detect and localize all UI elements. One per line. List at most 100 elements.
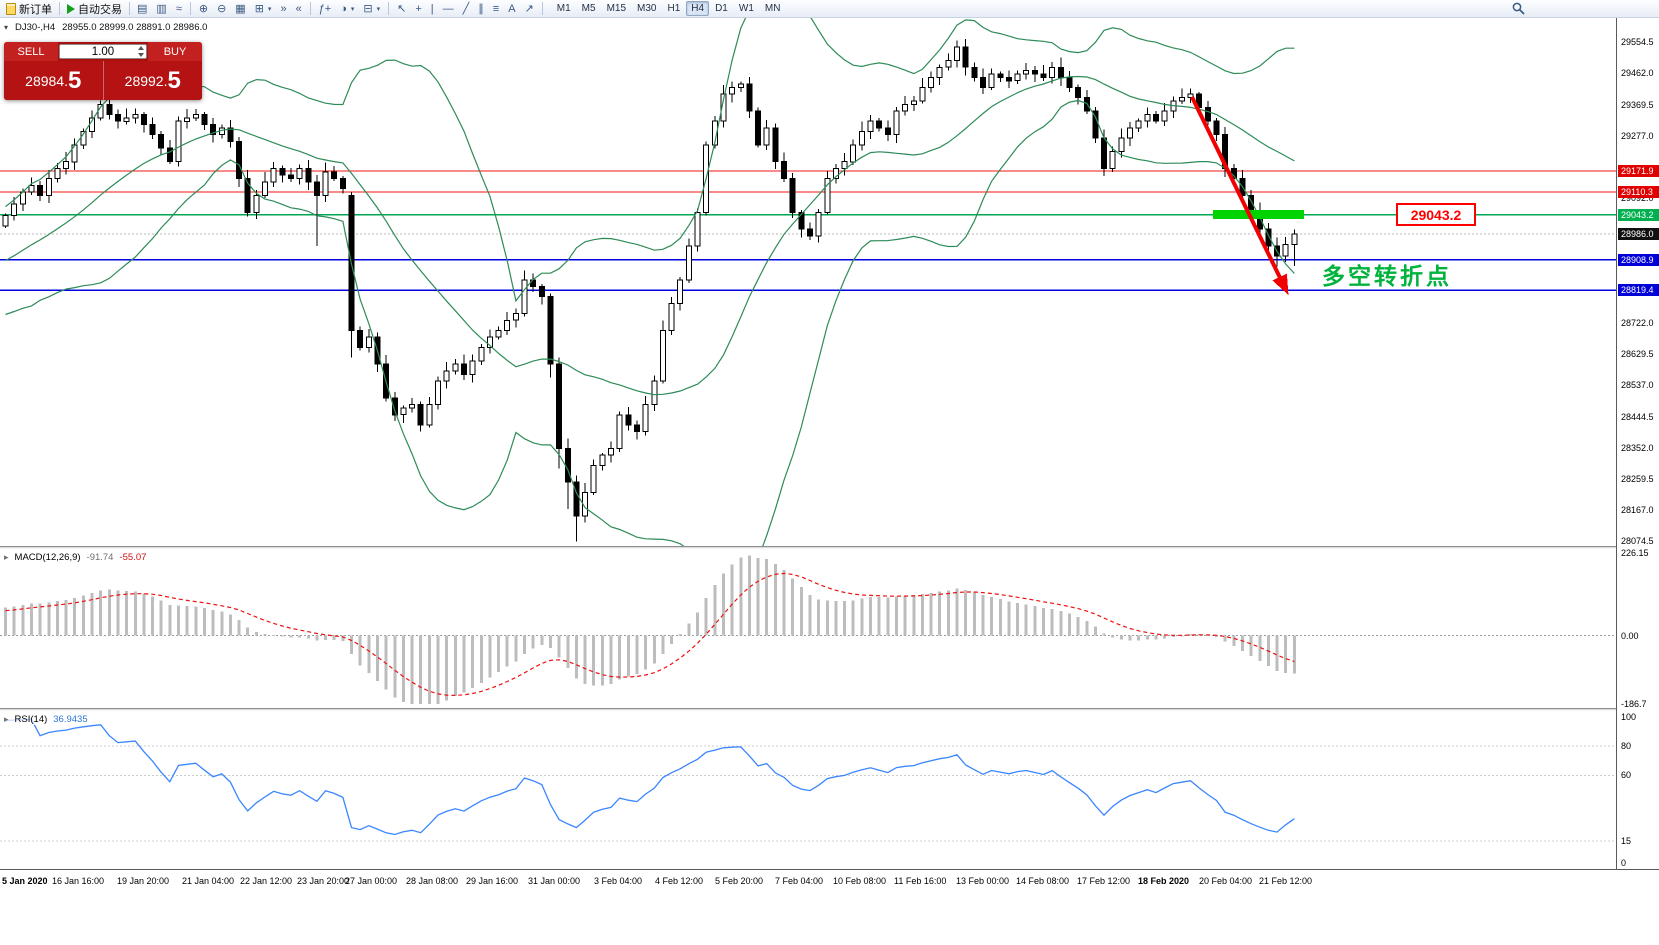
volume-down-button[interactable] — [138, 53, 144, 57]
time-axis-label: 27 Jan 00:00 — [345, 876, 398, 886]
toolbar-buttons: ▤ ▥ ≈ ⊕ ⊖ ▦ ⊞ ▾» « ƒ+ ◑ ▾ ⊟ ▾ ↖ + | — ╱ ∥ ≡ A ↗ — [133, 1, 546, 17]
macd-name: MACD(12,26,9) — [14, 552, 81, 563]
timeframe-w1-button[interactable]: W1 — [738, 3, 754, 14]
time-axis-label: 20 Feb 04:00 — [1199, 876, 1253, 886]
pane-splitter[interactable] — [0, 546, 1659, 549]
trendline-button[interactable]: ╱ — [459, 1, 474, 17]
chart-candles-button[interactable]: ▥ — [152, 1, 170, 17]
chart-shift-icon: « — [295, 2, 302, 15]
price-axis-label: 28167.0 — [1621, 505, 1654, 515]
templates-button[interactable]: ⊟ ▾ — [359, 1, 384, 17]
time-axis-label: 16 Jan 16:00 — [52, 876, 105, 886]
auto-scroll-button[interactable]: » — [276, 1, 290, 17]
volume-spinner — [138, 46, 144, 57]
rsi-axis-label: 80 — [1621, 741, 1632, 751]
zoom-out-button[interactable]: ⊖ — [213, 1, 230, 17]
zoom-in-button[interactable]: ⊕ — [195, 1, 212, 17]
chart-line-button[interactable]: ≈ — [172, 1, 186, 17]
timeframe-h4-button[interactable]: H4 — [686, 1, 710, 16]
indicators-button[interactable]: ƒ+ — [315, 1, 336, 17]
crosshair-icon: + — [415, 2, 422, 15]
macd-chart — [0, 555, 1616, 704]
tile-windows-button[interactable]: ▦ — [231, 1, 249, 17]
new-order-button[interactable]: 新订单 — [2, 1, 56, 17]
collapse-icon[interactable] — [4, 714, 9, 725]
timeframe-h1-button[interactable]: H1 — [667, 3, 681, 14]
search-icon — [1512, 2, 1525, 15]
chart-bars-button[interactable]: ▤ — [133, 1, 151, 17]
sell-button[interactable]: SELL — [4, 42, 58, 61]
autotrading-label: 自动交易 — [78, 3, 122, 16]
crosshair-button[interactable]: + — [411, 1, 425, 17]
time-axis-label: 4 Feb 12:00 — [655, 876, 704, 886]
templates-icon: ⊟ — [363, 2, 373, 15]
chart-symbol: DJ30-,H4 — [15, 22, 56, 33]
time-axis-label: 11 Feb 16:00 — [894, 876, 947, 886]
price-tag: 28986.0 — [1618, 228, 1659, 240]
macd-pane: MACD(12,26,9) -91.74 -55.07 — [0, 549, 1616, 708]
toolbar-right — [1508, 1, 1529, 17]
timeframe-m15-button[interactable]: M15 — [606, 3, 627, 14]
horizontal-line-button[interactable]: — — [439, 1, 458, 17]
buy-button[interactable]: BUY — [148, 42, 202, 61]
time-axis-label: 7 Feb 04:00 — [775, 876, 824, 886]
macd-signal-value: -55.07 — [119, 552, 147, 563]
timeframe-m5-button[interactable]: M5 — [581, 3, 596, 14]
autotrading-button[interactable]: 自动交易 — [63, 1, 126, 17]
price-callout-label[interactable]: 29043.2 — [1396, 203, 1476, 226]
collapse-icon[interactable] — [4, 552, 9, 563]
buy-price[interactable]: 28992. 5 — [103, 61, 202, 100]
periods-button[interactable]: ◑ ▾ — [336, 1, 358, 17]
arrows-tool-button[interactable]: ↗ — [521, 1, 538, 17]
rsi-pane: RSI(14) 36.9435 — [0, 711, 1616, 869]
rsi-label: RSI(14) 36.9435 — [4, 714, 88, 725]
price-tag: 29110.3 — [1618, 186, 1659, 198]
time-axis-label: 10 Feb 08:00 — [833, 876, 887, 886]
price-axis-label: 28352.0 — [1621, 443, 1654, 453]
trendline-icon: ╱ — [462, 2, 470, 15]
price-axis-label: 29369.5 — [1621, 100, 1654, 110]
price-tag: 28908.9 — [1618, 254, 1659, 266]
search-button[interactable] — [1508, 1, 1529, 17]
toolbar: 新订单 自动交易 ▤ ▥ ≈ ⊕ ⊖ ▦ ⊞ ▾» « ƒ+ ◑ ▾ ⊟ ▾ ↖ + | — ╱ ∥ ≡ A ↗ M1 M5 M… — [0, 0, 1659, 18]
sell-price[interactable]: 28984. 5 — [4, 61, 104, 100]
horizontal-line-icon: — — [442, 2, 454, 15]
price-axis-label: 28722.0 — [1621, 318, 1654, 328]
timeframe-m1-button[interactable]: M1 — [556, 3, 571, 14]
time-axis-label: 14 Feb 08:00 — [1016, 876, 1070, 886]
vertical-line-button[interactable]: | — [427, 1, 438, 17]
trade-panel-toggle-icon[interactable]: ▾ — [4, 23, 9, 32]
timeframe-d1-button[interactable]: D1 — [715, 3, 728, 14]
time-axis[interactable]: 5 Jan 2020 16 Jan 16:00 19 Jan 20:00 21 Jan… — [0, 869, 1659, 945]
periods-icon: ◑ — [340, 2, 347, 15]
charts-list-button[interactable]: ⊞ ▾ — [251, 1, 276, 17]
price-axis-label: 29554.5 — [1621, 37, 1654, 47]
new-order-label: 新订单 — [19, 3, 52, 16]
price-tag: 28819.4 — [1618, 284, 1659, 296]
fibonacci-button[interactable]: ≡ — [489, 1, 503, 17]
price-axis[interactable]: 29554.5 29462.0 29369.5 29277.0 29092.0 28722… — [1616, 18, 1659, 869]
rsi-value: 36.9435 — [53, 714, 88, 725]
autotrading-icon — [67, 3, 75, 14]
rsi-chart — [0, 718, 1616, 842]
toolbar-separator — [541, 2, 543, 15]
text-tool-button[interactable]: A — [504, 1, 519, 17]
one-click-trading-panel: SELL 1.00 BUY 28984. 5 28992. 5 — [4, 42, 202, 100]
main-chart-pane[interactable]: ▾ DJ30-,H4 28955.0 28999.0 28891.0 28986… — [0, 18, 1616, 546]
volume-input[interactable]: 1.00 — [59, 44, 147, 59]
time-axis-label: 23 Jan 20:00 — [297, 876, 350, 886]
macd-label: MACD(12,26,9) -91.74 -55.07 — [4, 552, 147, 563]
time-axis-label: 21 Feb 12:00 — [1259, 876, 1313, 886]
zoom-in-icon: ⊕ — [198, 2, 209, 15]
time-axis-label: 28 Jan 08:00 — [406, 876, 459, 886]
cursor-button[interactable]: ↖ — [393, 1, 410, 17]
timeframe-mn-button[interactable]: MN — [764, 3, 781, 14]
timeframe-m30-button[interactable]: M30 — [637, 3, 657, 14]
volume-up-button[interactable] — [138, 46, 144, 50]
toolbar-separator — [388, 2, 390, 15]
time-axis-label: 29 Jan 16:00 — [466, 876, 519, 886]
chart-shift-button[interactable]: « — [292, 1, 306, 17]
equidistant-channel-button[interactable]: ∥ — [474, 1, 488, 17]
pane-splitter[interactable] — [0, 708, 1659, 711]
